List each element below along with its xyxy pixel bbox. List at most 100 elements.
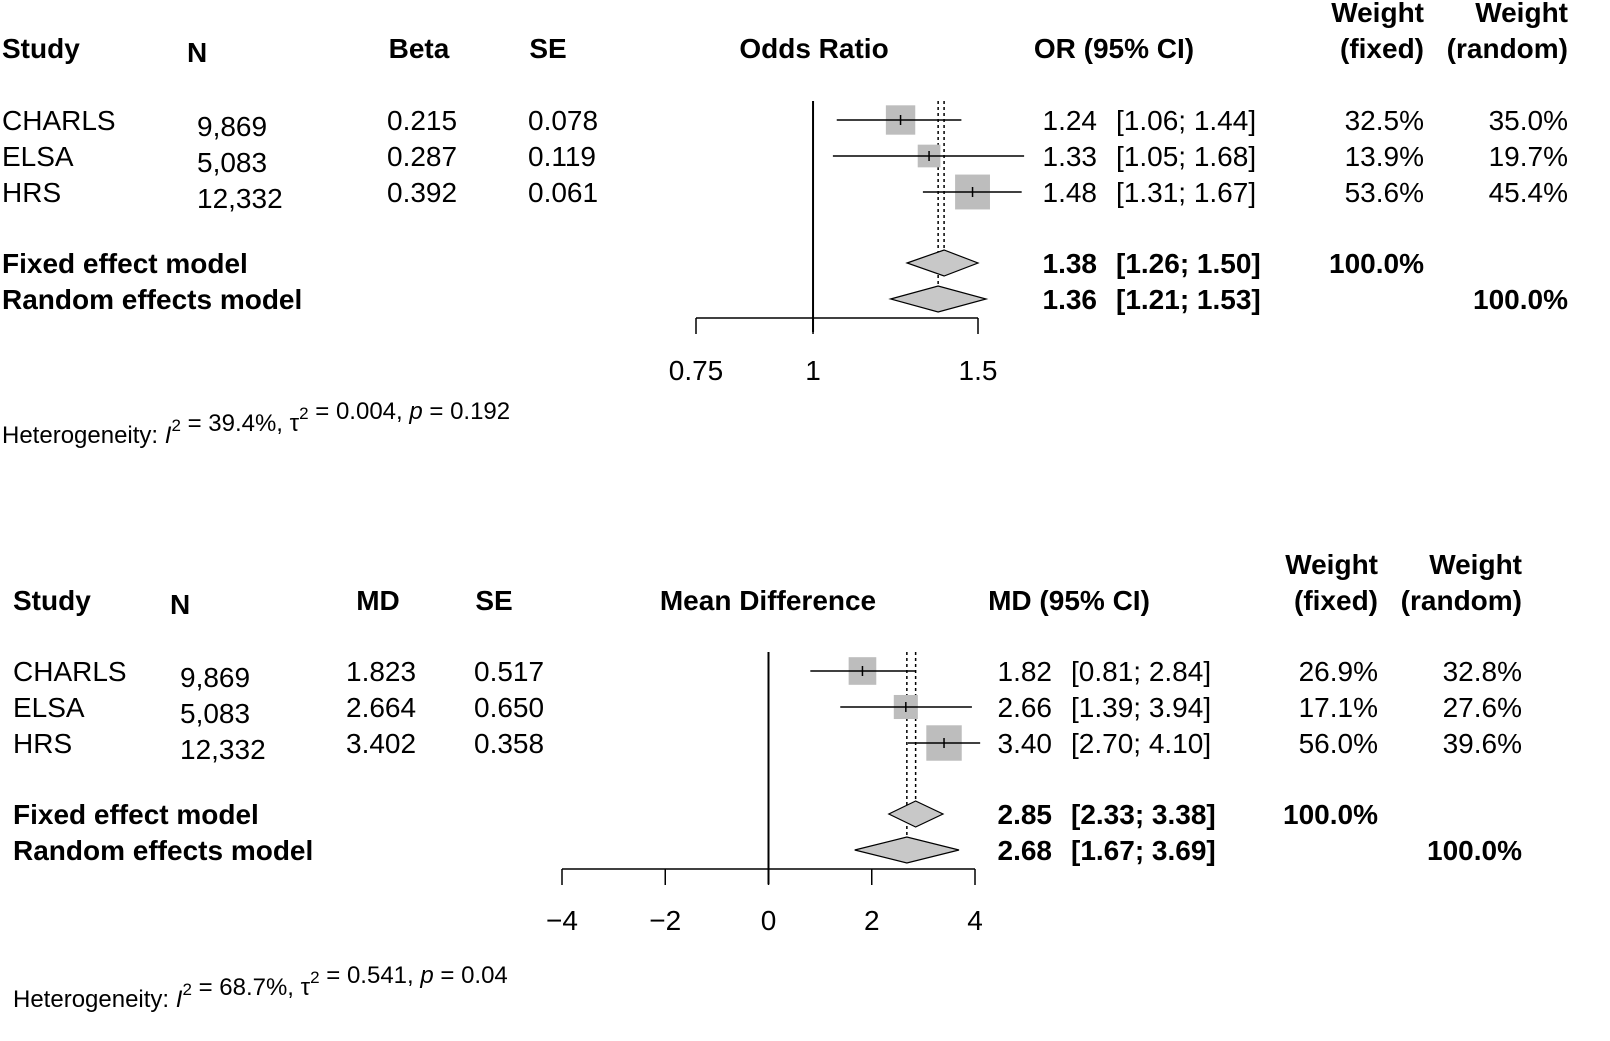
model-weight-fixed: 100.0% <box>1283 799 1378 830</box>
header-estimate: MD <box>356 585 400 616</box>
header-ci: MD (95% CI) <box>988 585 1150 616</box>
x-axis-tick-label: 1.5 <box>959 355 998 386</box>
study-row-elsa: ELSA 5,083 0.287 0.119 1.33 [1.05; 1.68] 13.9%… <box>2 141 1568 178</box>
pooled-estimate-diamond <box>888 285 989 313</box>
study-name: CHARLS <box>2 105 116 136</box>
study-ci-range: [1.05; 1.68] <box>1116 141 1256 172</box>
study-name: CHARLS <box>13 656 127 687</box>
study-se: 0.061 <box>528 177 598 208</box>
header-weight-random-1: Weight <box>1475 0 1568 28</box>
study-ci-estimate: 2.66 <box>998 692 1053 723</box>
heterogeneity-stats: Heterogeneity: I2 = 68.7%, τ2 = 0.541, p… <box>13 962 508 1013</box>
pooled-estimate-diamond <box>887 800 945 828</box>
model-ci-range: [2.33; 3.38] <box>1071 799 1216 830</box>
x-axis-tick-label: 2 <box>864 905 880 936</box>
study-weight-fixed: 56.0% <box>1299 728 1378 759</box>
header-plot-title: Odds Ratio <box>739 33 888 64</box>
study-ci-range: [1.06; 1.44] <box>1116 105 1256 136</box>
header-estimate: Beta <box>389 33 450 64</box>
x-axis-tick-label: 0 <box>761 905 777 936</box>
heterogeneity-stats: Heterogeneity: I2 = 39.4%, τ2 = 0.004, p… <box>2 398 510 449</box>
model-label: Random effects model <box>2 284 302 315</box>
random-effects-row: Random effects model 2.68 [1.67; 3.69] 100.… <box>13 835 1522 866</box>
study-ci-range: [1.31; 1.67] <box>1116 177 1256 208</box>
study-n: 12,332 <box>197 183 283 214</box>
study-weight-random: 35.0% <box>1489 105 1568 136</box>
header-se: SE <box>529 33 566 64</box>
study-estimate: 2.664 <box>346 692 416 723</box>
study-weight-fixed: 26.9% <box>1299 656 1378 687</box>
study-ci-range: [1.39; 3.94] <box>1071 692 1211 723</box>
model-weight-random: 100.0% <box>1427 835 1522 866</box>
random-effects-row: Random effects model 1.36 [1.21; 1.53] 100.… <box>2 284 1568 315</box>
study-se: 0.650 <box>474 692 544 723</box>
study-ci-estimate: 1.48 <box>1043 177 1098 208</box>
study-estimate: 3.402 <box>346 728 416 759</box>
model-label: Fixed effect model <box>13 799 259 830</box>
header-n: N <box>170 589 190 620</box>
model-ci-estimate: 2.68 <box>998 835 1053 866</box>
study-se: 0.078 <box>528 105 598 136</box>
model-ci-estimate: 2.85 <box>998 799 1053 830</box>
fixed-effect-row: Fixed effect model 1.38 [1.26; 1.50] 100.0% <box>2 248 1424 279</box>
model-ci-range: [1.67; 3.69] <box>1071 835 1216 866</box>
forest-plot-panel-1: Study N Beta SE Odds Ratio OR (95% CI) Weight (… <box>2 0 1568 449</box>
header-study: Study <box>13 585 91 616</box>
study-row-charls: CHARLS 9,869 0.215 0.078 1.24 [1.06; 1.44] 32.… <box>2 105 1568 142</box>
study-n: 9,869 <box>180 662 250 693</box>
study-ci-estimate: 1.24 <box>1043 105 1098 136</box>
forest-plot-panel-2: Study N MD SE Mean Difference MD (95% CI) Weig… <box>13 549 1522 1013</box>
study-se: 0.517 <box>474 656 544 687</box>
x-axis-tick-label: 1 <box>805 355 821 386</box>
study-n: 5,083 <box>197 147 267 178</box>
header-se: SE <box>475 585 512 616</box>
study-weight-fixed: 13.9% <box>1345 141 1424 172</box>
model-ci-estimate: 1.38 <box>1043 248 1098 279</box>
header-ci: OR (95% CI) <box>1034 33 1194 64</box>
model-label: Fixed effect model <box>2 248 248 279</box>
header-weight-random-2: (random) <box>1401 585 1522 616</box>
header-weight-fixed-1: Weight <box>1331 0 1424 28</box>
column-headers: Study N MD SE Mean Difference MD (95% CI) Weig… <box>13 549 1522 620</box>
x-axis-tick-label: −4 <box>546 905 578 936</box>
header-weight-fixed-1: Weight <box>1285 549 1378 580</box>
study-n: 5,083 <box>180 698 250 729</box>
pooled-estimate-diamond <box>905 249 980 277</box>
header-study: Study <box>2 33 80 64</box>
model-weight-random: 100.0% <box>1473 284 1568 315</box>
study-n: 9,869 <box>197 111 267 142</box>
study-row-charls: CHARLS 9,869 1.823 0.517 1.82 [0.81; 2.84] 26.… <box>13 656 1522 693</box>
study-row-elsa: ELSA 5,083 2.664 0.650 2.66 [1.39; 3.94] 17.1%… <box>13 692 1522 729</box>
study-ci-estimate: 1.33 <box>1043 141 1098 172</box>
column-headers: Study N Beta SE Odds Ratio OR (95% CI) Weight (… <box>2 0 1568 68</box>
study-n: 12,332 <box>180 734 266 765</box>
model-ci-range: [1.26; 1.50] <box>1116 248 1261 279</box>
study-name: ELSA <box>13 692 85 723</box>
study-ci-range: [0.81; 2.84] <box>1071 656 1211 687</box>
study-estimate: 0.215 <box>387 105 457 136</box>
x-axis-tick-label: −2 <box>649 905 681 936</box>
study-name: HRS <box>13 728 72 759</box>
model-weight-fixed: 100.0% <box>1329 248 1424 279</box>
study-estimate: 0.392 <box>387 177 457 208</box>
study-weight-fixed: 53.6% <box>1345 177 1424 208</box>
header-weight-fixed-2: (fixed) <box>1294 585 1378 616</box>
x-axis: 0.75 1 1.5 <box>669 317 998 386</box>
study-row-hrs: HRS 12,332 0.392 0.061 1.48 [1.31; 1.67] 53.6%… <box>2 174 1568 214</box>
study-weight-fixed: 17.1% <box>1299 692 1378 723</box>
study-ci-range: [2.70; 4.10] <box>1071 728 1211 759</box>
study-ci-estimate: 3.40 <box>998 728 1053 759</box>
x-axis: −4 −2 0 2 4 <box>546 868 983 936</box>
study-weight-fixed: 32.5% <box>1345 105 1424 136</box>
model-ci-estimate: 1.36 <box>1043 284 1098 315</box>
study-row-hrs: HRS 12,332 3.402 0.358 3.40 [2.70; 4.10] 56.0%… <box>13 725 1522 765</box>
header-weight-random-1: Weight <box>1429 549 1522 580</box>
study-estimate: 1.823 <box>346 656 416 687</box>
pooled-estimate-diamond <box>854 836 960 864</box>
study-se: 0.119 <box>528 141 596 172</box>
fixed-effect-row: Fixed effect model 2.85 [2.33; 3.38] 100.0% <box>13 799 1378 830</box>
study-weight-random: 19.7% <box>1489 141 1568 172</box>
study-estimate: 0.287 <box>387 141 457 172</box>
study-weight-random: 39.6% <box>1443 728 1522 759</box>
